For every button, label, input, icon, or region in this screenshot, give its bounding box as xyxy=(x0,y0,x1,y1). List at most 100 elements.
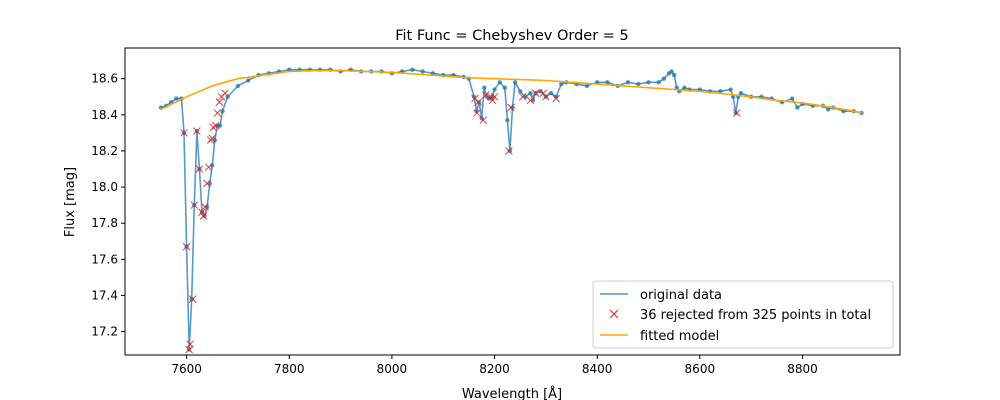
data-point xyxy=(517,89,523,94)
rejected-point xyxy=(199,212,208,220)
data-point xyxy=(482,85,487,90)
data-point xyxy=(859,110,864,116)
data-point xyxy=(718,89,723,94)
data-point xyxy=(492,87,497,92)
rejected-point xyxy=(474,98,483,107)
y-tick-label: 17.6 xyxy=(91,252,118,266)
data-point xyxy=(502,85,508,90)
rejected-point xyxy=(518,92,527,101)
rejected-point xyxy=(211,121,220,130)
rejected-point xyxy=(490,92,499,101)
chart-title: Fit Func = Chebyshev Order = 5 xyxy=(395,28,629,44)
data-point xyxy=(682,85,687,90)
series-layer xyxy=(158,67,864,354)
data-point xyxy=(625,80,631,85)
rejected-point xyxy=(531,89,540,98)
data-point xyxy=(656,80,661,85)
x-tick-label: 7800 xyxy=(274,362,305,376)
y-tick-label: 17.4 xyxy=(91,288,118,302)
rejected-point xyxy=(195,165,204,173)
rejected-point xyxy=(504,147,513,155)
rejected-point xyxy=(732,109,741,117)
y-tick-label: 18.4 xyxy=(91,108,118,122)
rejected-point xyxy=(215,98,224,107)
x-axis: 7600 7800 8000 8200 8400 8600 8800 xyxy=(171,355,818,376)
y-tick-label: 17.2 xyxy=(91,325,118,339)
data-point xyxy=(795,105,800,110)
rejected-point xyxy=(180,128,188,137)
x-axis-label: Wavelength [Å] xyxy=(462,386,562,400)
data-point xyxy=(584,83,590,89)
y-tick-label: 17.8 xyxy=(91,216,118,230)
data-point xyxy=(217,123,223,128)
data-point xyxy=(497,80,502,85)
rejected-point xyxy=(188,295,197,303)
legend-label-original-data: original data xyxy=(640,288,722,303)
plot-area xyxy=(124,47,901,356)
data-point xyxy=(669,69,674,74)
x-tick-label: 8800 xyxy=(787,362,818,376)
data-point xyxy=(636,81,641,87)
data-point xyxy=(790,96,795,101)
rejected-point xyxy=(203,179,212,188)
data-point xyxy=(559,81,564,87)
data-point xyxy=(245,78,251,83)
data-point xyxy=(825,107,831,112)
data-point xyxy=(189,296,194,302)
y-tick-label: 18.6 xyxy=(91,72,118,86)
rejected-point xyxy=(182,242,191,251)
rejected-point xyxy=(488,96,497,105)
data-point xyxy=(738,90,744,96)
rejected-point xyxy=(526,96,535,105)
legend-label-rejected: 36 rejected from 325 points in total xyxy=(640,308,871,323)
rejected-point xyxy=(190,201,199,210)
rejected-point xyxy=(481,91,490,99)
legend-marker-rejected xyxy=(609,309,619,319)
rejected-point xyxy=(186,340,195,349)
rejected-point xyxy=(507,103,515,112)
data-point xyxy=(728,87,733,92)
data-point xyxy=(225,94,230,99)
rejected-point xyxy=(473,109,482,117)
rejected-point xyxy=(221,89,230,98)
data-point xyxy=(505,118,510,123)
rejected-point xyxy=(208,134,217,143)
legend: original data 36 rejected from 325 point… xyxy=(592,280,894,349)
legend-box xyxy=(592,280,894,349)
rejected-point xyxy=(552,94,561,103)
series-line-fitted-model xyxy=(160,69,862,114)
data-point xyxy=(202,213,207,219)
data-point xyxy=(430,71,436,76)
x-tick-label: 7600 xyxy=(171,362,202,376)
data-point xyxy=(220,109,225,114)
data-point xyxy=(733,110,738,116)
y-axis: 17.2 17.4 17.6 17.8 18.0 18.2 18.4 18.6 xyxy=(91,72,125,339)
y-tick-label: 18.2 xyxy=(91,144,118,158)
data-point xyxy=(661,76,667,81)
rejected-point xyxy=(192,127,201,135)
y-axis-label: Flux [mag] xyxy=(63,167,78,237)
data-point xyxy=(410,67,415,72)
rejected-point xyxy=(539,89,548,98)
data-point xyxy=(605,80,610,85)
x-tick-label: 8400 xyxy=(582,362,613,376)
data-point xyxy=(646,80,651,85)
data-point xyxy=(512,80,518,85)
data-point xyxy=(235,83,241,89)
data-point xyxy=(174,96,179,101)
y-tick-label: 18.0 xyxy=(91,180,118,194)
data-point xyxy=(507,148,513,154)
legend-label-fitted-model: fitted model xyxy=(640,329,719,344)
rejected-point xyxy=(541,92,550,101)
data-point xyxy=(548,90,554,96)
plot-frame xyxy=(124,47,901,356)
rejected-point xyxy=(204,163,213,172)
rejected-point xyxy=(201,202,209,211)
data-point xyxy=(420,69,425,74)
data-point xyxy=(528,90,533,96)
data-point xyxy=(671,72,677,78)
x-tick-label: 8200 xyxy=(479,362,510,376)
x-tick-label: 8000 xyxy=(377,362,408,376)
rejected-point xyxy=(213,109,222,117)
